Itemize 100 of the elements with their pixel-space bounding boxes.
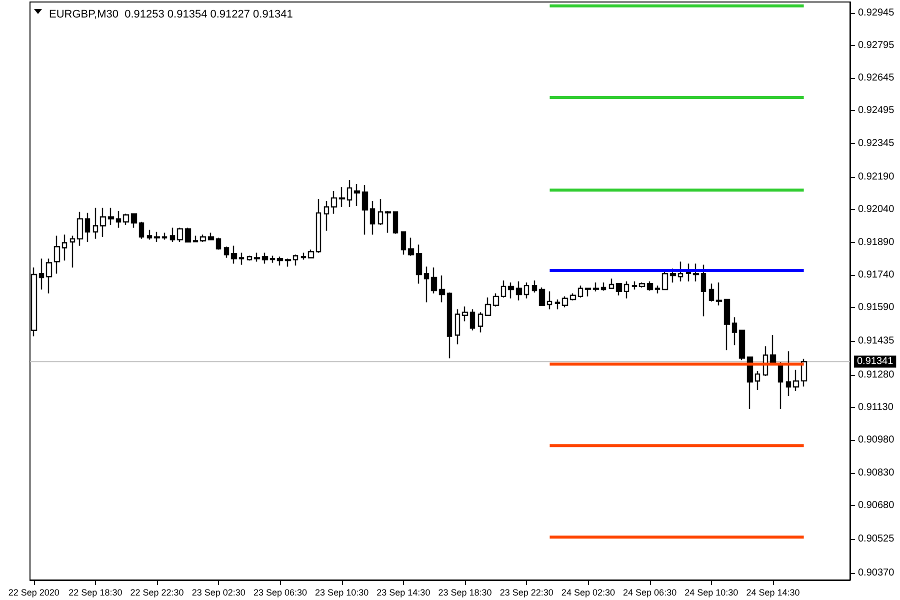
candlestick	[430, 266, 438, 294]
candlestick	[738, 330, 746, 361]
candlestick	[100, 207, 106, 238]
y-tick-label: 0.92795	[858, 40, 895, 51]
y-tick-label: 0.91280	[858, 369, 895, 380]
x-tick-label: 22 Sep 22:30	[130, 588, 184, 598]
candlestick	[346, 179, 352, 208]
candlestick	[324, 200, 330, 232]
candlestick	[230, 245, 238, 264]
candlestick	[416, 244, 422, 284]
candlestick	[646, 280, 654, 292]
candlestick	[616, 283, 622, 296]
candlestick	[678, 261, 684, 282]
candlestick	[108, 207, 114, 226]
y-tick-label: 0.90680	[858, 500, 895, 511]
candlestick	[130, 213, 138, 228]
candlestick	[238, 252, 244, 266]
candlestick	[508, 282, 514, 299]
candlestick	[562, 296, 568, 308]
x-tick-label: 22 Sep 18:30	[68, 588, 122, 598]
candlestick	[446, 292, 452, 359]
candlestick	[224, 246, 230, 258]
x-tick-label: 23 Sep 06:30	[253, 588, 308, 598]
candlestick	[284, 258, 292, 268]
candlestick	[424, 266, 430, 303]
candlestick	[84, 212, 90, 242]
x-tick-label: 23 Sep 02:30	[192, 588, 246, 598]
y-tick-label: 0.90370	[858, 567, 895, 578]
candlestick	[470, 308, 476, 331]
candlestick	[146, 229, 152, 240]
candlestick	[316, 198, 322, 254]
candlestick	[516, 280, 522, 301]
candlestick	[54, 235, 60, 274]
candlestick	[732, 316, 738, 346]
candlestick	[786, 350, 792, 397]
candlestick	[654, 284, 660, 294]
candlestick	[116, 210, 122, 228]
candlestick	[170, 227, 176, 242]
candlestick	[122, 213, 130, 226]
candlestick	[638, 282, 646, 288]
candlestick	[724, 298, 730, 351]
x-tick-label: 24 Sep 10:30	[684, 588, 738, 598]
candlestick	[92, 207, 98, 240]
candlestick	[462, 306, 468, 322]
candlestick	[716, 282, 722, 306]
candlestick	[408, 237, 414, 256]
candlestick	[292, 254, 298, 266]
candlestick	[254, 252, 260, 262]
candlestick	[484, 296, 492, 316]
x-tick-label: 23 Sep 14:30	[376, 588, 430, 598]
candlestick	[438, 274, 446, 303]
candlestick	[308, 249, 314, 258]
text: EURGBP,M30 0.91253 0.91354 0.91227 0.91341	[49, 8, 293, 20]
x-tick-label: 24 Sep 06:30	[623, 588, 677, 598]
candlestick	[138, 221, 144, 240]
candlestick	[624, 280, 630, 299]
candlestick	[338, 186, 346, 208]
y-tick-label: 0.92345	[858, 138, 895, 149]
y-tick-label: 0.91130	[858, 402, 894, 414]
candlestick	[330, 190, 338, 214]
candlestick	[532, 280, 538, 294]
candlestick	[362, 184, 368, 236]
candlestick	[400, 231, 406, 256]
candlestick	[662, 271, 668, 290]
candlestick	[46, 258, 52, 294]
candlestick	[62, 234, 68, 262]
x-tick-label: 24 Sep 14:30	[746, 588, 800, 598]
candlestick	[378, 198, 384, 226]
candlestick	[38, 258, 44, 290]
candlestick	[746, 356, 754, 410]
x-tick-label: 23 Sep 10:30	[315, 588, 369, 598]
candlestick	[76, 211, 84, 246]
candlestick	[454, 308, 460, 345]
y-tick-label: 0.90980	[858, 434, 895, 446]
candlestick	[608, 278, 614, 289]
candlestick	[600, 282, 606, 292]
candlestick	[192, 235, 198, 242]
candlestick	[70, 235, 76, 268]
candlestick	[154, 231, 160, 242]
candlestick	[262, 252, 268, 264]
y-tick-label: 0.90830	[858, 467, 895, 478]
candlestick	[300, 252, 306, 260]
candlestick	[632, 280, 638, 290]
y-tick-label: 0.91890	[858, 236, 895, 248]
candlestick	[200, 234, 206, 242]
candlestick	[800, 358, 808, 388]
candlestick	[370, 200, 376, 236]
candlestick	[700, 264, 706, 317]
y-tick-label: 0.92945	[858, 7, 895, 18]
ref-line-label: 0.91341	[857, 356, 894, 368]
y-tick-label: 0.91435	[858, 336, 895, 347]
candlestick	[792, 369, 800, 392]
candlestick	[270, 255, 276, 264]
candlestick	[162, 232, 168, 240]
y-tick-label: 0.92495	[858, 105, 895, 116]
y-tick-label: 0.92040	[858, 204, 895, 216]
candlestick	[276, 256, 284, 266]
candlestick	[492, 292, 500, 308]
x-tick-label: 24 Sep 02:30	[561, 588, 615, 598]
candlestick	[216, 237, 222, 250]
